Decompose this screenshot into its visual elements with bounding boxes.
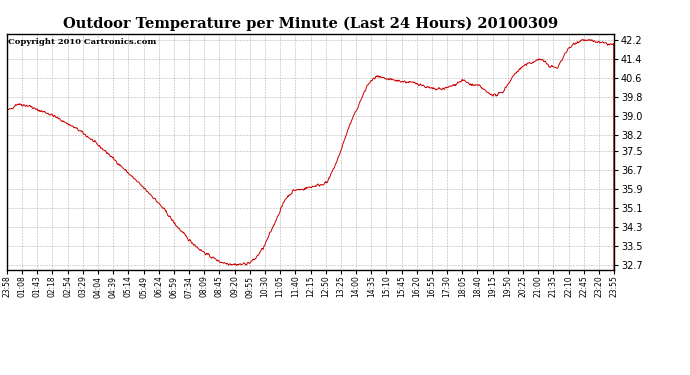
Title: Outdoor Temperature per Minute (Last 24 Hours) 20100309: Outdoor Temperature per Minute (Last 24 … <box>63 17 558 31</box>
Text: Copyright 2010 Cartronics.com: Copyright 2010 Cartronics.com <box>8 39 157 46</box>
